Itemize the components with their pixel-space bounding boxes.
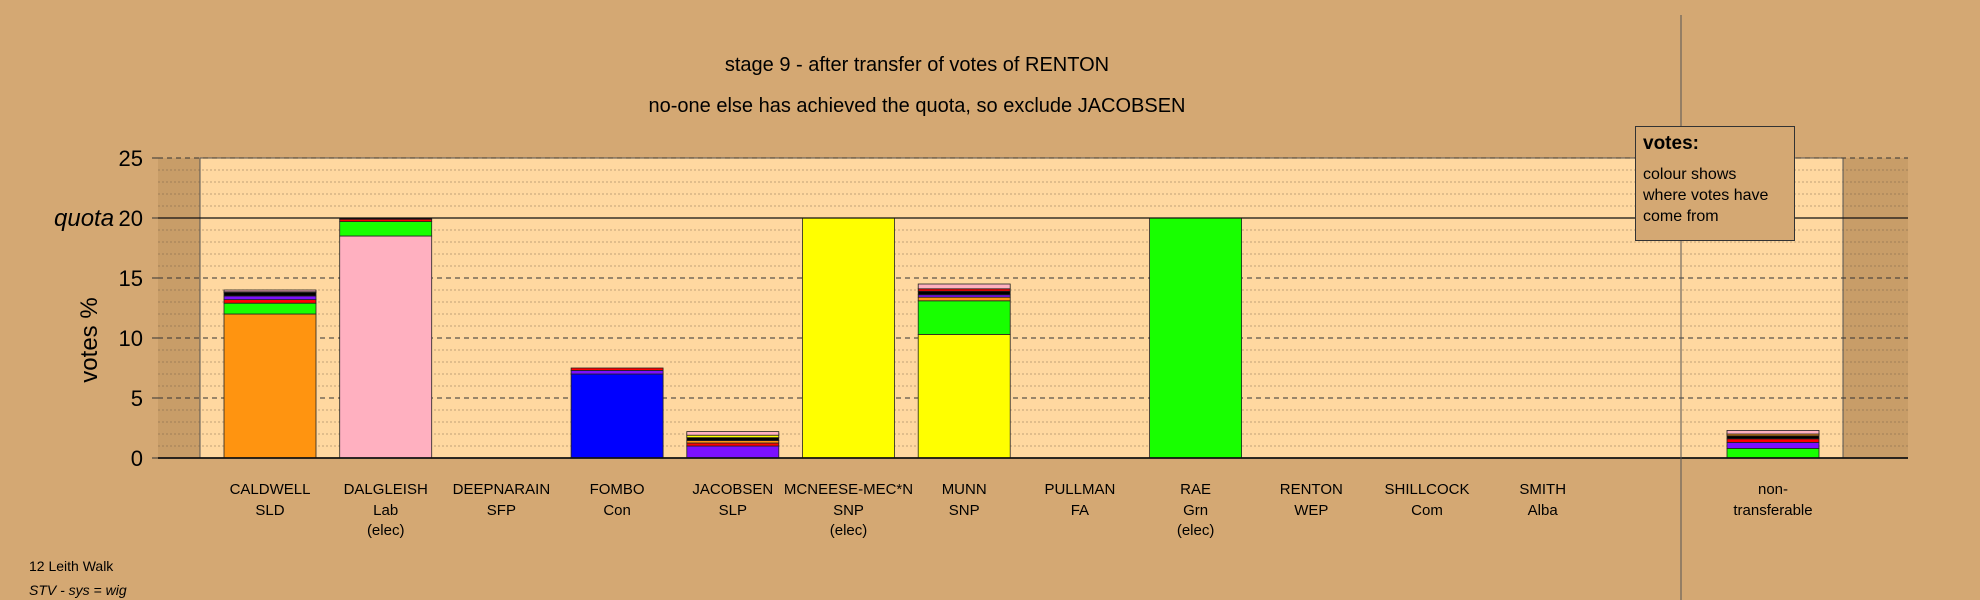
candidate-party: WEP	[1294, 502, 1328, 519]
y-axis-label: votes %	[76, 297, 103, 382]
bar-caldwell-segment	[223, 299, 317, 304]
non-transferable-label-2: transferable	[1733, 502, 1812, 519]
bar-munn-segment	[917, 300, 1011, 335]
candidate-party: SLD	[255, 502, 284, 519]
candidate-party: SNP	[833, 502, 864, 519]
bar-caldwell-segment	[223, 291, 317, 297]
bar-non-transferable-segment	[1726, 429, 1820, 435]
bar-rae-segment	[1149, 217, 1242, 459]
bar-jacobsen-segment	[686, 445, 780, 459]
candidate-party: SNP	[949, 502, 980, 519]
bar-caldwell-segment	[223, 302, 317, 315]
candidate-name: SMITH	[1519, 481, 1566, 498]
bar-non-transferable-segment	[1726, 438, 1820, 443]
y-tick-label: 25	[119, 146, 143, 171]
bar-munn-segment	[917, 333, 1011, 459]
bar-mcneese-mec*n-segment	[802, 217, 895, 459]
candidate-party: Grn	[1183, 502, 1208, 519]
candidate-name: DEEPNARAIN	[453, 481, 551, 498]
bar-jacobsen-segment	[686, 431, 780, 436]
plot-area	[199, 157, 1844, 459]
y-tick-label: 0	[131, 446, 143, 471]
candidate-name: SHILLCOCK	[1384, 481, 1469, 498]
bar-caldwell-segment	[223, 295, 317, 300]
footer-ward: 12 Leith Walk	[29, 558, 114, 574]
y-tick-label: 10	[119, 326, 143, 351]
bar-non-transferable-segment	[1726, 441, 1820, 449]
y-tick-label: 5	[131, 386, 143, 411]
candidate-name: PULLMAN	[1044, 481, 1115, 498]
footer-system: STV - sys = wig	[29, 582, 127, 598]
plot-margin-right	[1843, 158, 1908, 458]
candidate-name: CALDWELL	[230, 481, 311, 498]
candidate-name: MUNN	[942, 481, 987, 498]
non-transferable-label-1: non-	[1758, 481, 1788, 498]
legend-title: votes:	[1643, 133, 1699, 154]
candidate-party: Com	[1411, 502, 1443, 519]
chart-title: stage 9 - after transfer of votes of REN…	[725, 54, 1109, 76]
y-tick-label: 15	[119, 266, 143, 291]
candidate-name: DALGLEISH	[344, 481, 428, 498]
candidate-party: Alba	[1528, 502, 1559, 519]
bar-jacobsen-segment	[686, 437, 780, 442]
candidate-party: Lab	[373, 502, 398, 519]
candidate-name: MCNEESE-MEC*N	[784, 481, 913, 498]
legend-text: colour shows where votes have come from	[1643, 166, 1769, 225]
bar-caldwell-segment	[223, 313, 317, 459]
candidate-status: (elec)	[830, 522, 868, 539]
bar-fombo-segment	[570, 373, 664, 459]
bar-fombo-segment	[570, 367, 664, 371]
candidate-status: (elec)	[1177, 522, 1215, 539]
bar-dalgleish-segment	[339, 221, 433, 237]
candidate-party: SLP	[719, 502, 747, 519]
y-tick-label: 20	[119, 206, 143, 231]
bar-caldwell-segment	[223, 289, 317, 293]
bar-munn-segment	[917, 283, 1011, 290]
bar-munn-segment	[917, 296, 1011, 302]
bar-fombo-segment	[570, 369, 664, 375]
bar-non-transferable-segment	[1726, 435, 1820, 440]
bar-munn-segment	[917, 290, 1011, 296]
candidate-party: Con	[603, 502, 631, 519]
candidate-name: RAE	[1180, 481, 1211, 498]
candidate-party: SFP	[487, 502, 516, 519]
bar-jacobsen-segment	[686, 442, 780, 447]
candidate-name: JACOBSEN	[692, 481, 773, 498]
candidate-status: (elec)	[367, 522, 405, 539]
bar-dalgleish-segment	[339, 235, 433, 459]
candidate-name: RENTON	[1280, 481, 1343, 498]
quota-label: quota	[54, 205, 114, 232]
candidate-party: FA	[1071, 502, 1089, 519]
plot-margin-left	[158, 158, 200, 458]
candidate-name: FOMBO	[590, 481, 645, 498]
chart-subtitle: no-one else has achieved the quota, so e…	[649, 95, 1186, 117]
bar-non-transferable-segment	[1726, 447, 1820, 459]
legend-box: votes: colour shows where votes have com…	[1635, 126, 1795, 241]
